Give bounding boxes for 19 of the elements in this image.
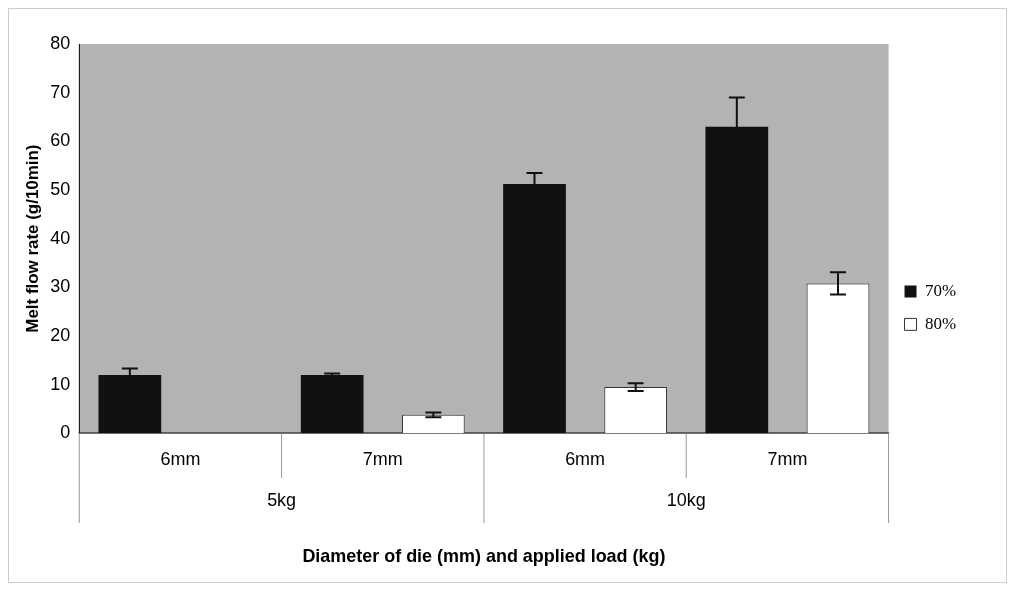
y-tick-label: 50	[50, 178, 71, 199]
x-tick-label: 7mm	[362, 448, 403, 469]
y-tick-label: 70	[50, 81, 71, 102]
legend-label: 80%	[925, 313, 957, 333]
text: 5kg	[267, 490, 297, 511]
x-axis-title: Diameter of die (mm) and applied load (kg)	[302, 546, 666, 567]
y-tick-label: 20	[50, 324, 71, 345]
y-tick-label: 30	[50, 276, 71, 297]
y-tick-label: 0	[60, 422, 71, 443]
y-tick-label: 10	[50, 373, 71, 394]
text: 10kg	[666, 490, 706, 511]
x-tick-label: 6mm	[160, 448, 201, 469]
y-axis-title: Melt flow rate (g/10min)	[22, 144, 42, 333]
x-tick-label: 7mm	[767, 448, 808, 469]
y-tick-label: 40	[50, 227, 71, 248]
x-tick-label: 6mm	[565, 448, 606, 469]
legend-label: 70%	[925, 280, 957, 300]
y-tick-label: 60	[50, 130, 71, 151]
y-tick-label: 80	[50, 32, 71, 53]
